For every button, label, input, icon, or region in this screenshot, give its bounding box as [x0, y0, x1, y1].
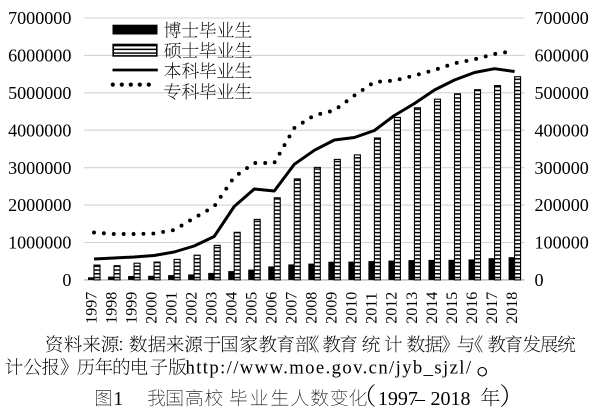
- svg-text:6000000: 6000000: [8, 46, 71, 66]
- svg-text:2010: 2010: [344, 292, 361, 324]
- svg-text:7000000: 7000000: [8, 8, 71, 28]
- svg-text:2003: 2003: [203, 292, 220, 324]
- svg-text:2005: 2005: [244, 292, 261, 324]
- svg-text:700000: 700000: [535, 8, 589, 28]
- svg-text:2011: 2011: [364, 292, 381, 323]
- svg-text:2002: 2002: [183, 292, 200, 324]
- svg-text:2018: 2018: [431, 388, 471, 410]
- svg-text:2018: 2018: [504, 292, 521, 324]
- svg-text:2000000: 2000000: [8, 195, 71, 215]
- svg-text:2017: 2017: [484, 292, 501, 324]
- svg-text:400000: 400000: [535, 120, 589, 140]
- svg-text:1000000: 1000000: [8, 233, 71, 253]
- svg-text:2000: 2000: [143, 292, 160, 324]
- svg-text:2012: 2012: [384, 292, 401, 324]
- svg-text:2004: 2004: [224, 292, 241, 324]
- svg-text:0: 0: [62, 270, 71, 290]
- svg-text:3000000: 3000000: [8, 158, 71, 178]
- svg-text:0: 0: [535, 270, 544, 290]
- svg-text:2006: 2006: [264, 292, 281, 324]
- svg-text:4000000: 4000000: [8, 120, 71, 140]
- svg-text:1997: 1997: [378, 388, 418, 410]
- svg-text:1: 1: [113, 388, 123, 410]
- svg-text:2007: 2007: [284, 292, 301, 324]
- svg-text:5000000: 5000000: [8, 83, 71, 103]
- svg-text:300000: 300000: [535, 158, 589, 178]
- svg-text:2015: 2015: [444, 292, 461, 324]
- svg-text:1999: 1999: [123, 292, 140, 324]
- svg-text:2014: 2014: [424, 292, 441, 324]
- svg-text:2001: 2001: [163, 292, 180, 324]
- svg-text:100000: 100000: [535, 233, 589, 253]
- svg-text:200000: 200000: [535, 195, 589, 215]
- svg-text:2016: 2016: [464, 292, 481, 324]
- svg-text:500000: 500000: [535, 83, 589, 103]
- svg-text:2013: 2013: [404, 292, 421, 324]
- svg-text:1998: 1998: [103, 292, 120, 324]
- svg-text:1997: 1997: [83, 292, 100, 324]
- svg-text:2009: 2009: [324, 292, 341, 324]
- svg-text:600000: 600000: [535, 46, 589, 66]
- svg-text:2008: 2008: [304, 292, 321, 324]
- svg-text:–: –: [414, 388, 426, 410]
- svg-text:http://www.moe.gov.cn/jyb_sjzl: http://www.moe.gov.cn/jyb_sjzl/: [186, 358, 473, 379]
